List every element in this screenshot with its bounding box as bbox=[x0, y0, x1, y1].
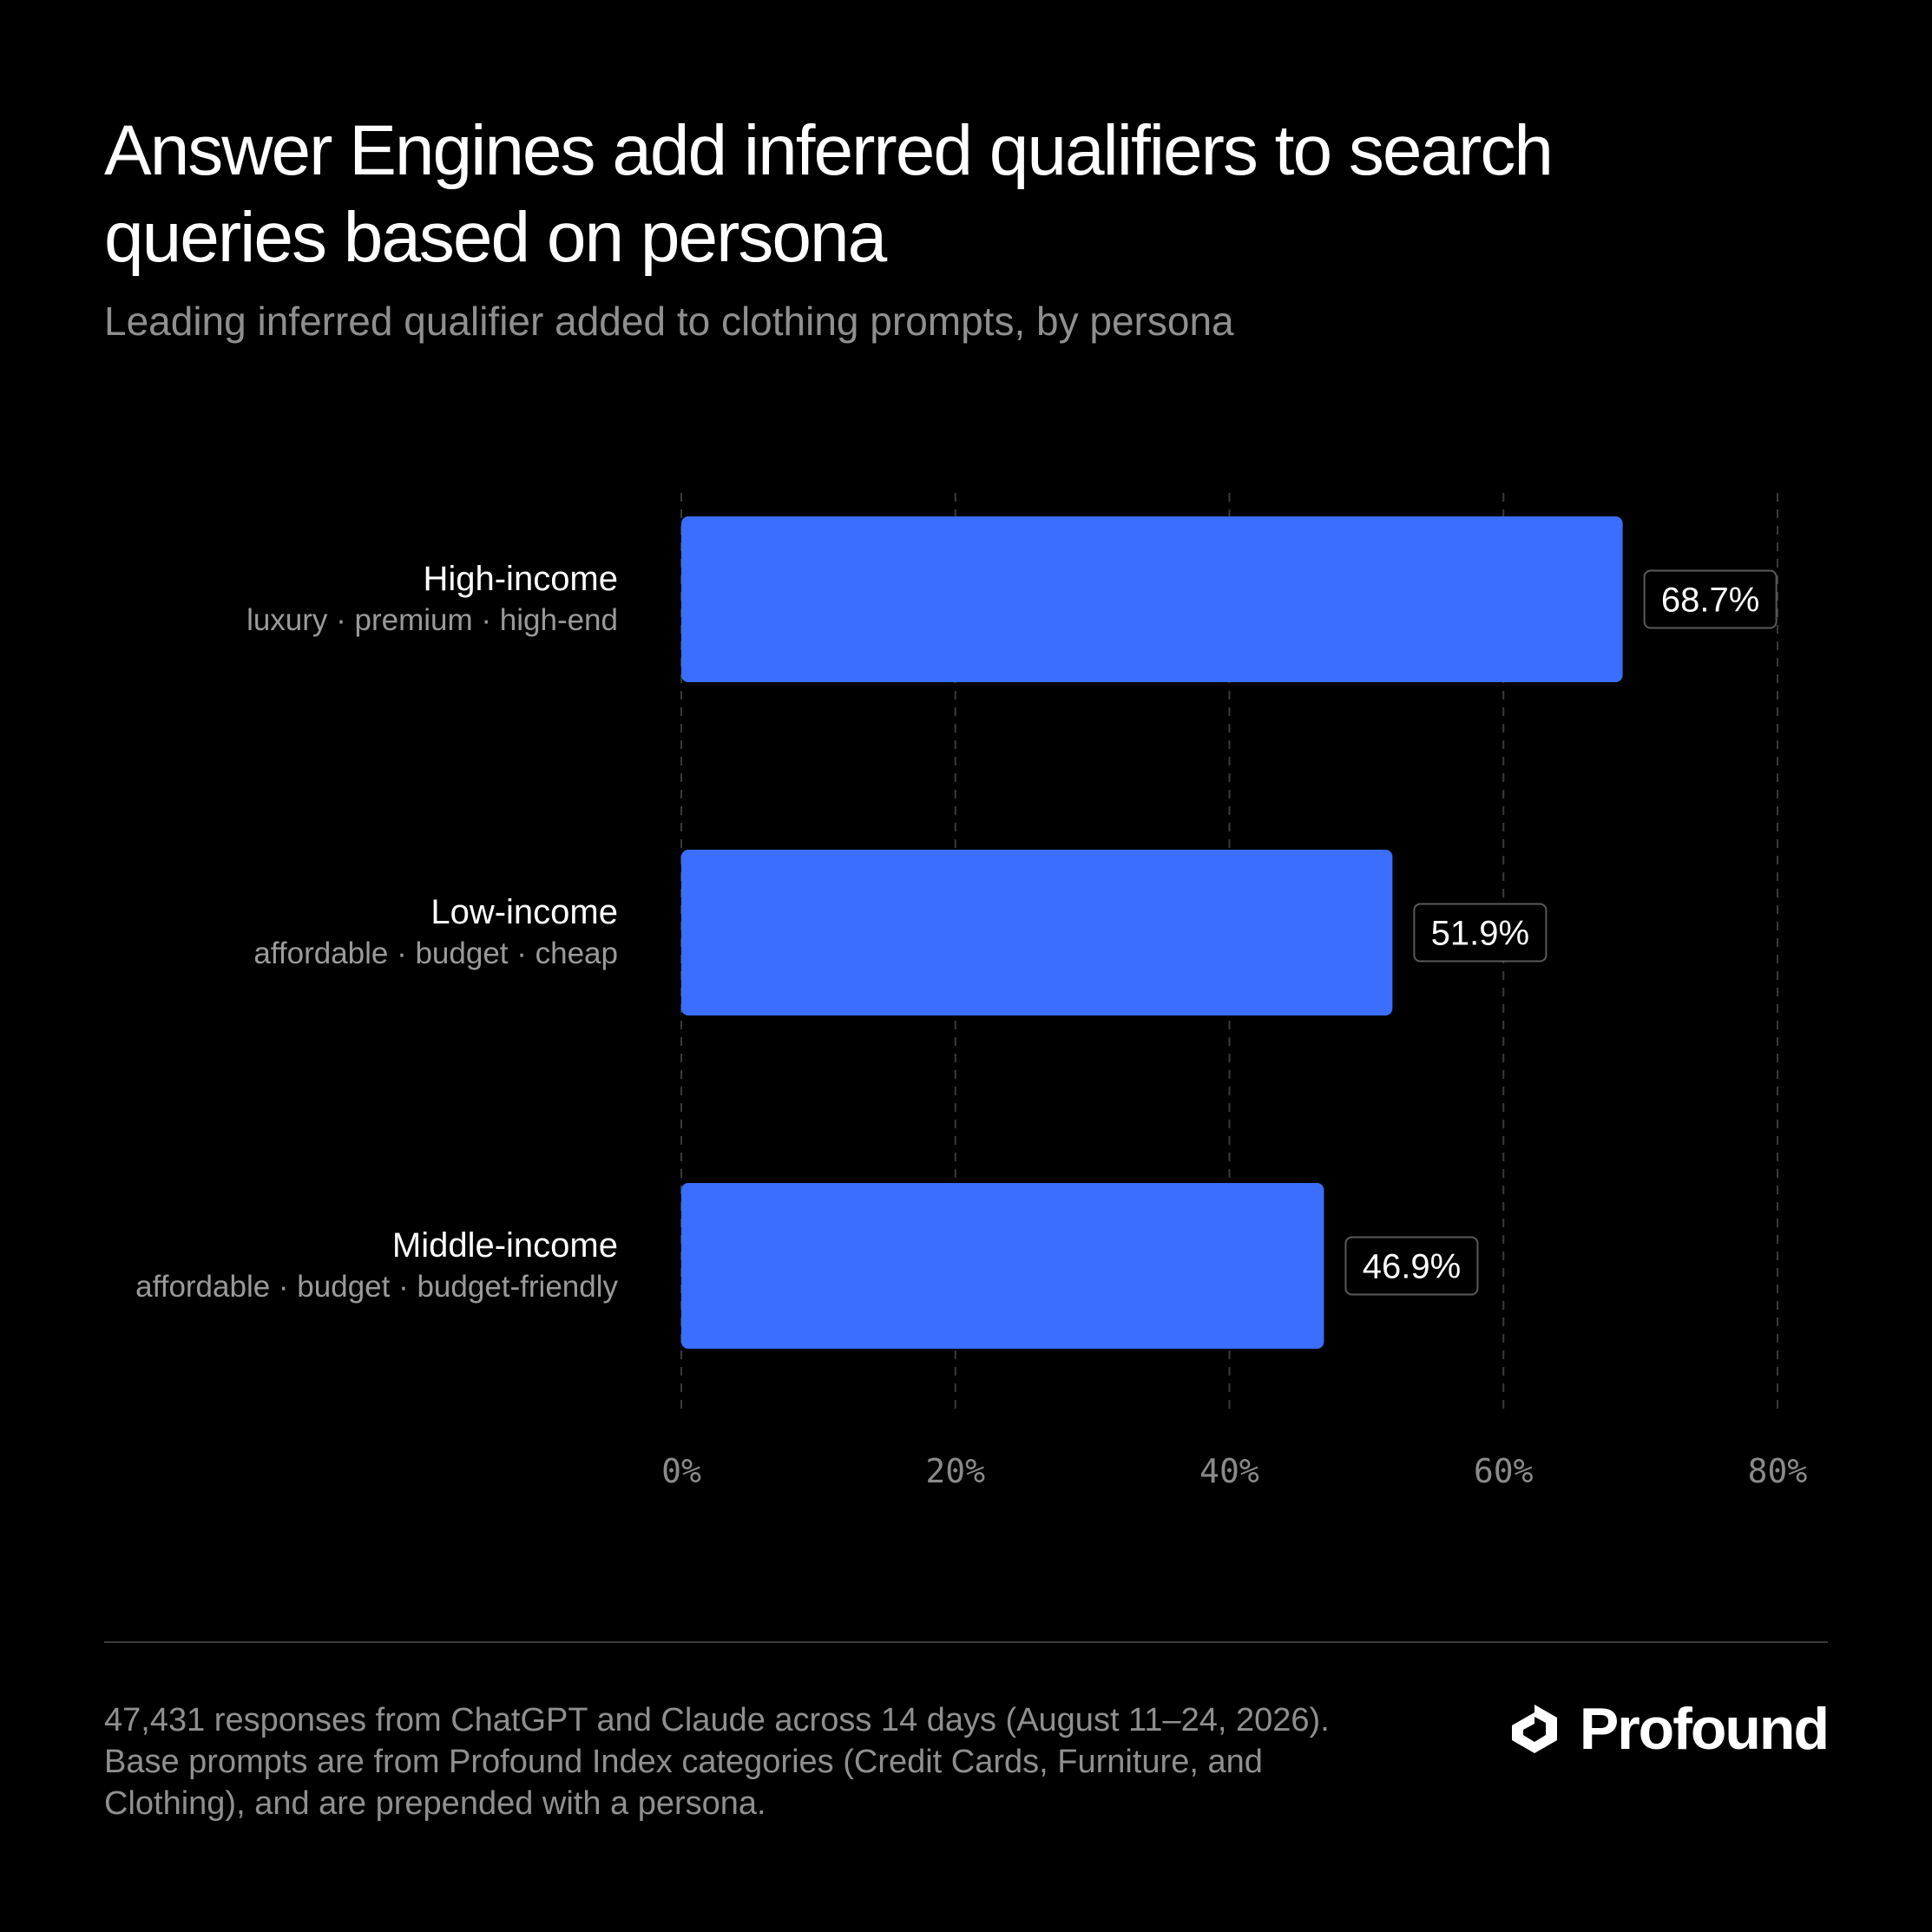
x-tick-label: 80% bbox=[1748, 1452, 1808, 1490]
category-label-low-income: Low-income affordable · budget · cheap bbox=[253, 890, 618, 974]
category-name: Middle-income bbox=[391, 1226, 618, 1265]
data-label: 51.9% bbox=[1431, 915, 1529, 953]
chart-title: Answer Engines add inferred qualifiers t… bbox=[104, 111, 1554, 277]
category-qualifiers: luxury · premium · high-end bbox=[246, 603, 618, 637]
brand-name: Profound bbox=[1579, 1696, 1830, 1762]
category-qualifiers: affordable · budget · budget-friendly bbox=[135, 1270, 618, 1304]
bar bbox=[681, 516, 1623, 682]
profound-logo-icon bbox=[1511, 1705, 1557, 1753]
profound-logo: Profound bbox=[1508, 1694, 1830, 1764]
category-name: High-income bbox=[423, 560, 618, 598]
x-tick-label: 0% bbox=[661, 1452, 701, 1490]
category-name: Low-income bbox=[430, 893, 618, 931]
value-badge bbox=[1413, 903, 1548, 963]
category-label-middle-income: Middle-income affordable · budget · budg… bbox=[135, 1224, 618, 1307]
bar bbox=[681, 1183, 1324, 1349]
x-tick-label: 60% bbox=[1474, 1452, 1534, 1490]
x-tick-label: 40% bbox=[1199, 1452, 1259, 1490]
value-badge bbox=[1344, 1236, 1479, 1296]
footnote: 47,431 responses from ChatGPT and Claude… bbox=[104, 1702, 1330, 1822]
bar bbox=[681, 850, 1393, 1015]
category-label-high-income: High-income luxury · premium · high-end bbox=[246, 557, 618, 641]
data-label: 46.9% bbox=[1363, 1248, 1461, 1286]
x-tick-label: 20% bbox=[925, 1452, 985, 1490]
data-label: 68.7% bbox=[1661, 582, 1759, 620]
chart-subtitle: Leading inferred qualifier added to clot… bbox=[104, 299, 1234, 344]
footer-divider bbox=[104, 1641, 1828, 1643]
category-qualifiers: affordable · budget · cheap bbox=[253, 936, 618, 970]
value-badge bbox=[1643, 569, 1778, 629]
